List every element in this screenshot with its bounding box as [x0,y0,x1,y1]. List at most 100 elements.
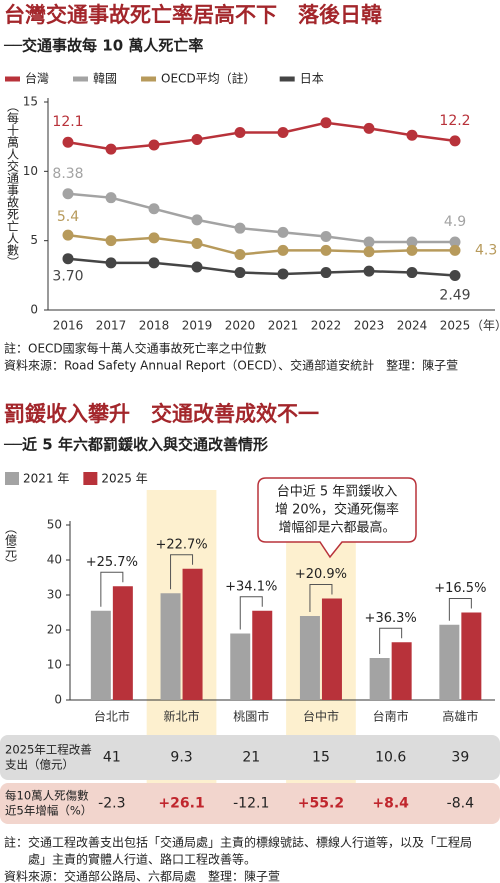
table-cell: -8.4 [447,796,474,812]
y-tick-label: 15 [23,95,38,109]
growth-label: +25.7% [86,555,138,570]
x-tick-label: 台北市 [94,709,130,724]
data-point [449,135,461,147]
growth-label: +20.9% [295,567,347,582]
bar [160,593,181,700]
data-point [191,237,203,249]
note: 註：OECD國家每十萬人交通事故死亡率之中位數 [4,341,267,356]
bar [230,633,251,700]
y-tick-label: 5 [30,233,38,247]
y-tick-label: 10 [23,164,38,178]
legend-label: OECD平均（註） [161,72,256,86]
x-tick-label: 新北市 [164,709,200,724]
bar [182,568,203,700]
bar [299,616,320,700]
x-tick-label: 2021 [268,319,299,333]
bar [252,610,273,700]
x-tick-label: 桃園市 [233,709,269,724]
data-point [363,246,375,258]
x-tick-label: 2016 [53,319,84,333]
data-point [105,235,117,247]
y-tick-label: 0 [30,303,38,317]
bar [112,586,133,700]
legend-label: 2021 年 [23,472,69,486]
row-label: 支出（億元） [5,758,74,772]
table-cell: +55.2 [298,796,344,812]
note: 註：交通工程改善支出包括「交通局處」主責的標線號誌、標線人行道等，以及「工程局 [4,835,472,850]
bar [391,642,412,700]
data-point [449,244,461,256]
growth-bracket [448,598,472,621]
data-point [320,244,332,256]
data-point [191,133,203,145]
data-point [277,244,289,256]
x-tick-label: 2020 [225,319,256,333]
growth-bracket [239,596,263,630]
y-axis-label: （每十萬人交通事故死亡人數） [6,100,20,268]
data-point [320,117,332,129]
x-tick-label: 2017 [96,319,127,333]
note: 處」主責的實體人行道、路口工程改善等。 [28,852,256,867]
row-label: 每10萬人死傷數 [5,789,89,803]
data-point [105,143,117,155]
data-point [406,244,418,256]
table-cell: +8.4 [372,796,409,812]
table-row [0,783,500,824]
x-tick-label: 2019 [182,319,213,333]
data-label: 12.2 [439,113,470,129]
y-tick-label: 50 [47,518,62,532]
table-cell: -2.3 [98,796,125,812]
data-point [234,222,246,234]
series-line [67,233,455,256]
series-line [67,121,456,151]
data-point [277,268,289,280]
table-cell: -12.1 [233,796,269,812]
data-point [148,203,160,215]
row-label: 近5年增幅（%） [5,804,92,818]
chart-title: 罰鍰收入攀升 交通改善成效不一 [4,402,319,426]
data-point [277,127,289,139]
growth-label: +16.5% [434,581,486,596]
data-point [148,139,160,151]
data-point [277,226,289,238]
bar [321,598,342,700]
source: 資料來源：交通部公路局、六都局處 整理：陳子萱 [4,869,280,883]
bar [461,612,482,700]
data-point [363,122,375,134]
x-tick-label: 高雄市 [442,709,478,724]
data-point [62,136,74,148]
data-point [62,253,74,265]
x-tick-label: 2025 [440,319,471,333]
legend-label: 韓國 [93,72,117,86]
growth-bracket [170,554,194,590]
y-axis-label: （億元） [4,522,18,570]
legend-label: 台灣 [25,71,49,86]
legend-marker [83,472,98,485]
bar [90,610,111,700]
table-cell: 15 [312,750,330,766]
chart-subtitle: ──交通事故每 10 萬人死亡率 [3,37,203,55]
data-point [148,232,160,244]
data-point [406,236,418,248]
y-tick-label: 0 [54,693,62,707]
y-tick-label: 30 [47,588,62,602]
growth-bracket [379,627,403,654]
x-tick-label: 2024 [397,319,428,333]
callout-text: 增 20%，交通死傷率 [275,502,399,518]
chart-title: 台灣交通事故死亡率居高不下 落後日韓 [4,3,382,27]
data-point [234,249,246,261]
series-line [67,257,456,277]
data-point [234,267,246,279]
data-point [105,192,117,204]
data-label: 4.9 [444,214,466,230]
chart-subtitle: ──近 5 年六都罰鍰收入與交通改善情形 [3,436,268,454]
table-cell: 10.6 [375,750,406,766]
data-point [449,236,461,248]
x-tick-label: 台南市 [373,709,409,724]
data-point [105,257,117,269]
x-tick-label: 2022 [311,319,342,333]
data-point [406,267,418,279]
data-point [62,188,74,200]
data-label: 2.49 [439,287,470,303]
